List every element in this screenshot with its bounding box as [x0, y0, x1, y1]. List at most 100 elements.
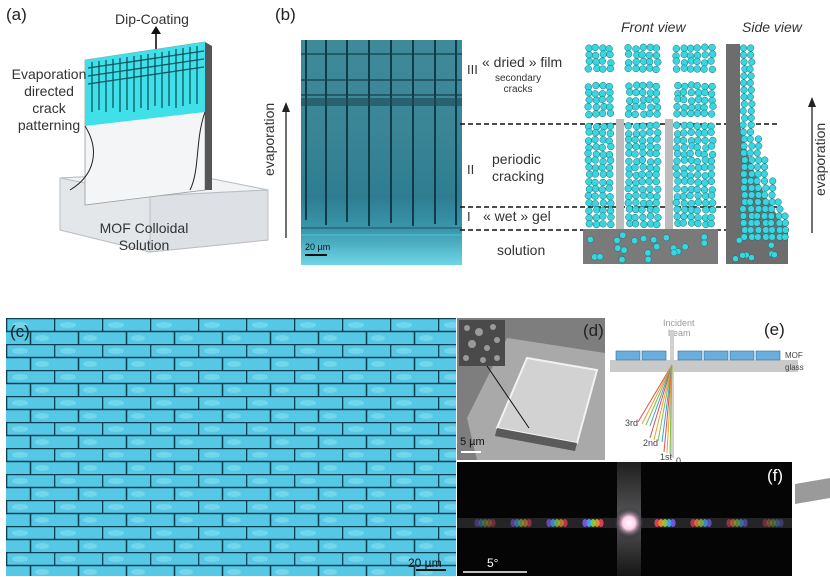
particle: [701, 51, 709, 59]
diffraction-spot: [478, 519, 484, 527]
particle: [596, 253, 604, 261]
diffraction-spot: [582, 519, 588, 527]
particle: [762, 184, 770, 192]
particle: [694, 192, 702, 200]
brick-pattern: [6, 318, 456, 576]
diffraction-spot: [658, 519, 664, 527]
particle: [754, 191, 763, 199]
particle: [741, 156, 749, 164]
particle: [754, 205, 763, 213]
particle: [767, 212, 775, 220]
particle: [700, 186, 709, 194]
order-2-label: 2nd: [643, 438, 659, 448]
particle: [748, 184, 756, 192]
particle: [740, 184, 748, 192]
particle: [680, 64, 688, 72]
particle: [654, 58, 662, 66]
diffraction-diagram: [610, 330, 798, 458]
particle: [646, 58, 654, 66]
particle: [694, 164, 703, 172]
particle: [585, 163, 593, 171]
particle: [680, 185, 689, 194]
particle: [740, 72, 748, 80]
particle: [585, 178, 593, 186]
particle: [707, 163, 715, 172]
particle: [614, 244, 622, 252]
zone-i-label: I: [467, 209, 471, 224]
particle: [679, 88, 688, 97]
particle: [687, 88, 695, 97]
particle: [639, 149, 647, 157]
particle: [607, 199, 615, 208]
panel-a-illustration: [59, 26, 269, 253]
particle: [598, 164, 606, 172]
particle: [632, 58, 640, 66]
particle: [693, 157, 701, 166]
particle: [639, 137, 647, 145]
particle: [700, 239, 708, 247]
particle: [693, 44, 701, 52]
particle: [746, 79, 754, 87]
particle: [686, 121, 694, 129]
particle: [673, 185, 681, 193]
particle: [687, 199, 696, 208]
solution-line-1: MOF Colloidal: [99, 220, 189, 236]
particle: [631, 213, 639, 222]
particle: [653, 103, 662, 112]
particle: [754, 184, 762, 192]
particle: [672, 57, 680, 65]
particle: [680, 50, 688, 59]
front-view-label: Front view: [621, 19, 686, 35]
particle: [739, 107, 747, 115]
particle: [700, 233, 708, 241]
particle: [624, 44, 632, 52]
particle: [755, 142, 763, 150]
particle: [701, 172, 709, 180]
zone-ii-label: II: [467, 162, 475, 177]
particle: [625, 205, 634, 213]
glass-label: glass: [785, 363, 804, 372]
diffraction-spot: [770, 519, 776, 527]
particle: [606, 64, 614, 73]
diffraction-spot: [742, 519, 748, 527]
evaporation-arrow-right: [808, 97, 816, 233]
particle: [585, 207, 593, 215]
particle: [760, 170, 768, 178]
side-view-particles: [726, 44, 790, 264]
particle: [680, 129, 688, 137]
particle: [606, 129, 615, 138]
diffraction-spot: [762, 519, 768, 527]
particle: [584, 137, 593, 145]
particle: [748, 100, 756, 108]
particle: [700, 163, 709, 171]
particle: [674, 130, 682, 138]
front-view-particles: [583, 43, 718, 264]
particle: [755, 156, 763, 164]
particle: [707, 170, 716, 178]
particle: [607, 213, 615, 221]
particle: [760, 191, 769, 199]
particle: [672, 44, 680, 53]
particle: [762, 226, 770, 234]
particle: [707, 157, 716, 165]
particle: [771, 251, 778, 259]
particle: [753, 149, 761, 157]
micrograph-cracks: [301, 40, 462, 256]
particle: [700, 129, 709, 137]
particle: [646, 43, 655, 51]
particle: [624, 135, 633, 144]
side-view-label: Side view: [742, 19, 802, 35]
particle: [624, 185, 632, 193]
particle: [639, 43, 647, 51]
particle: [654, 185, 662, 193]
particle: [767, 219, 775, 227]
particle: [748, 254, 755, 261]
particle: [781, 226, 790, 234]
zone-iii-label: III: [467, 62, 478, 77]
diffraction-spot: [738, 519, 744, 527]
particle: [707, 57, 715, 65]
particle: [606, 103, 614, 111]
particle: [638, 102, 647, 110]
particle: [652, 89, 661, 97]
diffraction-spot: [690, 519, 696, 527]
